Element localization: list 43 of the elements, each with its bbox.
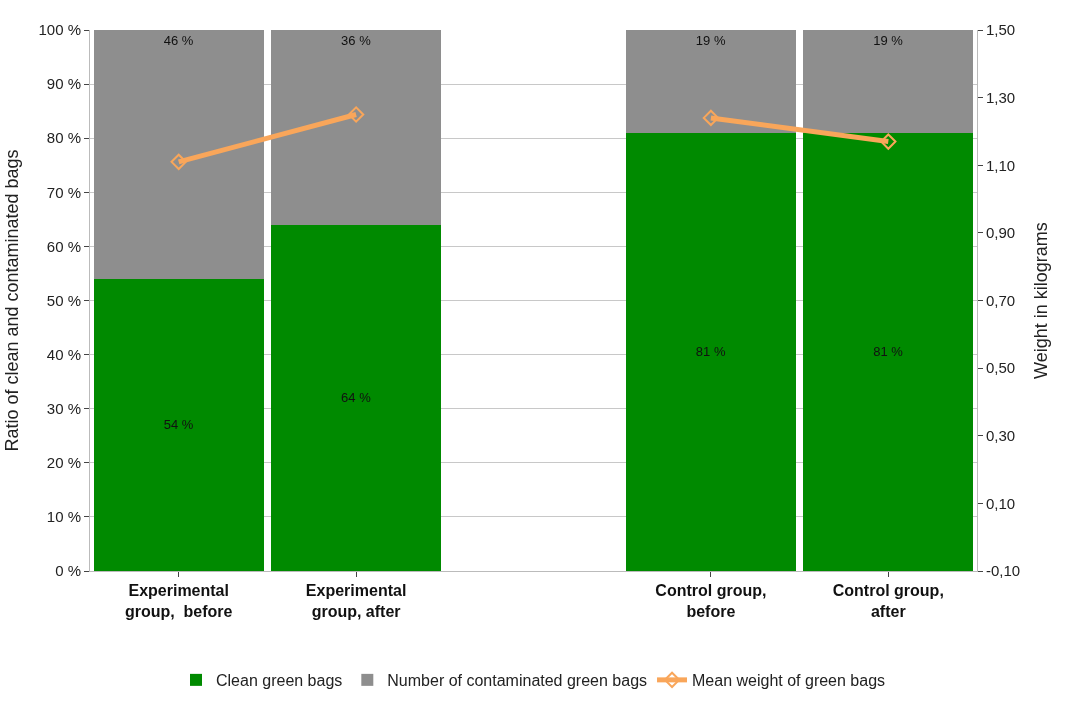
y-tick-label: 30 % (46, 399, 81, 417)
data-label: 36 % (341, 33, 372, 48)
y2-tick-label: 0,90 (986, 224, 1016, 242)
y-tick-label: 50 % (46, 291, 81, 309)
data-label: 64 % (341, 390, 372, 406)
y-tick-label: 40 % (46, 345, 81, 363)
legend-label: Mean weight of green bags (692, 672, 886, 690)
y2-tick-label: 1,50 (986, 21, 1016, 39)
legend-label: Clean green bags (216, 672, 343, 690)
x-tick-label: Control group, after (832, 582, 944, 620)
y-tick-label: 70 % (46, 183, 81, 201)
legend-label: Number of contaminated green bags (387, 672, 648, 690)
data-label: 81 % (873, 344, 904, 360)
point (702, 109, 720, 127)
y2-axis-title: Weight in kilograms (1031, 222, 1052, 379)
y2-tick-label: 0,70 (986, 291, 1016, 309)
y2-tick-label: 0,10 (986, 494, 1016, 512)
point (880, 133, 897, 150)
data-label: 19 % (695, 33, 726, 48)
y2-tick-label: -0,10 (986, 562, 1021, 580)
x-tick-label: Control group, before (655, 582, 767, 620)
y2-tick-label: 1,10 (986, 156, 1016, 174)
bar (270, 224, 442, 571)
y-tick-label: 20 % (46, 454, 81, 472)
data-label: 81 % (695, 344, 726, 360)
point (170, 153, 187, 171)
y-tick-label: 90 % (46, 75, 81, 93)
x-tick-label: Experimental group, before (124, 582, 233, 620)
y2-tick-label: 0,30 (986, 427, 1016, 444)
y-tick-label: 10 % (46, 508, 81, 526)
x-tick-label: Experimental group, after (305, 582, 407, 620)
y-tick-label: 0 % (55, 562, 81, 580)
y2-tick-label: 0,50 (986, 359, 1016, 377)
y-tick-label: 100 % (38, 21, 81, 39)
data-label: 19 % (873, 33, 904, 48)
point (347, 106, 365, 123)
y-axis-title: Ratio of clean and contaminated bags (1, 149, 22, 452)
bar (93, 278, 264, 571)
data-label: 46 % (163, 33, 194, 48)
y2-tick-label: 1,30 (986, 88, 1016, 106)
y-tick-label: 80 % (46, 129, 81, 147)
data-label: 54 % (163, 417, 194, 433)
y-tick-label: 60 % (46, 237, 81, 255)
